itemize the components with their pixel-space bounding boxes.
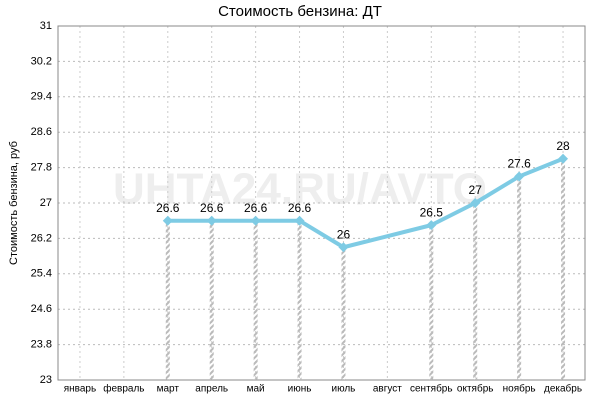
plot-frame: [57, 25, 586, 381]
x-tick-label: март: [157, 384, 180, 395]
data-label: 26.6: [288, 201, 312, 215]
y-tick-label: 25.4: [31, 268, 52, 280]
y-tick-label: 27: [40, 197, 52, 209]
y-tick-label: 26.2: [31, 232, 52, 244]
y-tick-label: 27.8: [31, 162, 52, 174]
point: [470, 198, 481, 208]
y-tick-label: 30.2: [31, 55, 52, 67]
data-label: 26.6: [200, 201, 224, 215]
y-axis-label: Стоимость бензина, руб: [8, 141, 20, 265]
drop-line: [209, 220, 214, 380]
point: [514, 171, 525, 182]
x-tick-label: ноябрь: [503, 383, 536, 395]
point: [250, 215, 261, 226]
point: [206, 215, 217, 226]
data-label: 27: [469, 183, 483, 197]
x-tick-label: февраль: [103, 383, 144, 395]
x-tick-label: октябрь: [457, 383, 494, 395]
y-tick-label: 29.4: [31, 91, 52, 103]
drop-line: [473, 203, 478, 380]
x-tick-label: август: [373, 384, 402, 395]
chart-title: Стоимость бензина: ДТ: [218, 3, 382, 20]
drop-line: [253, 220, 258, 380]
line-segment: [297, 218, 346, 250]
drop-line: [165, 220, 170, 380]
y-tick-label: 31: [40, 20, 52, 32]
x-tick-label: декабрь: [544, 383, 582, 395]
point: [338, 242, 349, 253]
x-tick-label: апрель: [195, 384, 228, 395]
drop-line: [561, 158, 566, 380]
x-tick-label: июль: [331, 384, 355, 395]
point: [162, 215, 173, 226]
point: [558, 153, 569, 164]
y-tick-label: 23.8: [31, 339, 52, 351]
y-tick-label: 28.6: [31, 126, 52, 138]
data-label: 26.5: [420, 205, 444, 219]
point: [426, 220, 437, 231]
x-tick-label: май: [247, 384, 265, 395]
data-label: 27.6: [507, 157, 531, 171]
data-label: 28: [556, 139, 570, 153]
data-label: 26: [337, 227, 351, 241]
data-label: 26.6: [244, 201, 268, 215]
drop-line: [341, 247, 346, 380]
point: [294, 215, 305, 226]
line-segment: [517, 156, 566, 179]
data-label: 26.6: [156, 201, 180, 215]
drop-line: [429, 225, 434, 380]
drop-line: [297, 220, 302, 380]
x-tick-label: январь: [64, 384, 96, 395]
y-tick-label: 24.6: [31, 303, 52, 315]
line-segment: [473, 174, 522, 205]
y-tick-label: 23: [40, 374, 52, 386]
line-segment: [341, 223, 434, 250]
x-tick-label: сентябрь: [410, 383, 453, 395]
drop-line: [517, 176, 522, 380]
line-segment: [429, 201, 478, 228]
x-tick-label: июнь: [288, 384, 312, 395]
